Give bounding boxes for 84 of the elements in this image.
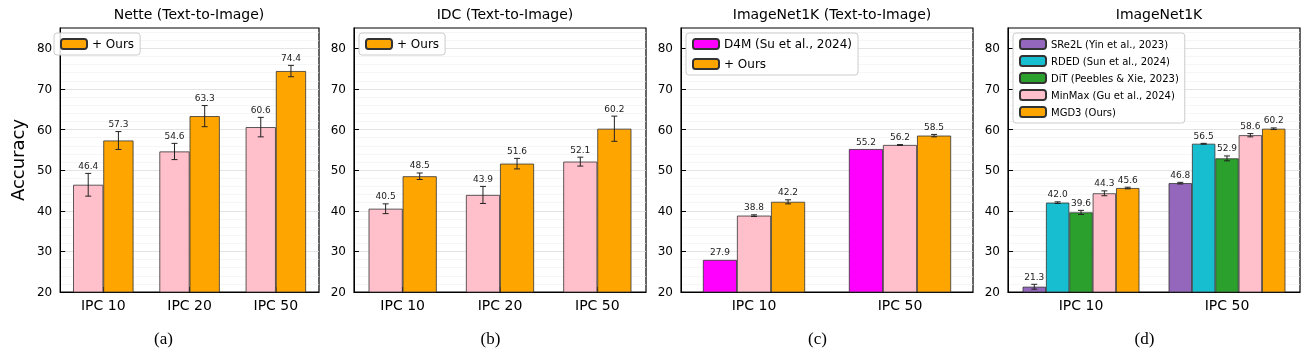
data-label: 44.3 [1094, 178, 1115, 189]
text: (b) [480, 329, 501, 348]
data-label: 43.9 [472, 173, 494, 184]
y-tick-label: 80 [330, 41, 346, 56]
y-tick-label: 80 [36, 41, 53, 56]
data-label: 74.4 [280, 52, 302, 63]
data-label: 21.3 [1024, 271, 1045, 282]
data-label: 56.2 [889, 132, 911, 143]
legend-label: RDED (Sun et al., 2024) [1051, 55, 1171, 67]
legend-label: + Ours [724, 57, 767, 71]
data-label: 27.9 [709, 247, 731, 258]
x-tick-label: IPC 50 [1204, 297, 1250, 313]
y-tick-label: 50 [657, 163, 673, 178]
chart-title: ImageNet1K (Text-to-Image) [732, 6, 932, 22]
chart-title: IDC (Text-to-Image) [436, 6, 574, 22]
y-tick-label: 70 [330, 81, 346, 96]
y-tick-label: 40 [984, 203, 1000, 218]
x-tick-label: IPC 10 [1058, 297, 1104, 313]
y-tick-label: 40 [36, 203, 53, 218]
x-tick-label: IPC 10 [81, 297, 126, 313]
y-tick-label: 60 [36, 122, 53, 137]
x-tick-label: IPC 50 [877, 297, 923, 313]
data-label: 51.6 [507, 145, 528, 156]
y-tick-label: 60 [657, 122, 673, 137]
y-tick-label: 20 [984, 285, 1000, 299]
y-tick-label: 20 [657, 285, 673, 299]
data-label: 40.5 [375, 191, 396, 202]
data-label: 54.6 [164, 130, 185, 141]
data-label: 39.6 [1070, 197, 1092, 208]
y-tick-label: 30 [330, 244, 346, 259]
y-tick-label: 60 [984, 122, 1000, 137]
data-label: 45.6 [1117, 174, 1139, 185]
data-label: 42.2 [778, 187, 799, 198]
data-label: 42.0 [1047, 189, 1068, 200]
y-tick-label: 80 [657, 41, 673, 56]
text: (d) [1134, 329, 1155, 348]
y-tick-label: 80 [984, 41, 1000, 56]
data-label: 55.2 [855, 136, 876, 147]
data-label: 63.3 [194, 93, 215, 104]
text: (a) [154, 329, 173, 348]
legend-label: MGD3 (Ours) [1051, 106, 1117, 118]
y-tick-label: 70 [984, 81, 1000, 96]
data-label: 60.6 [250, 104, 272, 115]
data-label: 52.9 [1216, 143, 1238, 154]
y-tick-label: 20 [36, 285, 53, 299]
y-tick-label: 50 [330, 163, 346, 178]
data-label: 52.1 [570, 144, 591, 155]
chart-title: Nette (Text-to-Image) [113, 6, 265, 22]
legend-label: D4M (Su et al., 2024) [724, 37, 853, 51]
data-label: 57.3 [108, 119, 129, 130]
data-label: 48.5 [409, 160, 430, 171]
data-label: 46.8 [1170, 169, 1191, 180]
y-tick-label: 50 [36, 163, 53, 178]
x-tick-label: IPC 50 [253, 297, 299, 313]
chart-title: ImageNet1K [1115, 6, 1204, 22]
y-tick-label: 40 [657, 203, 673, 218]
y-tick-label: 40 [330, 203, 346, 218]
x-tick-label: IPC 10 [731, 297, 777, 313]
data-label: 58.5 [924, 121, 945, 132]
y-axis-title: Accuracy [6, 118, 28, 202]
y-tick-label: 70 [36, 81, 53, 96]
data-label: 56.5 [1193, 130, 1214, 141]
y-tick-label: 30 [36, 244, 53, 259]
text: (c) [808, 329, 827, 348]
data-label: 60.2 [1263, 115, 1284, 126]
y-tick-label: 70 [657, 81, 673, 96]
data-label: 58.6 [1240, 121, 1261, 132]
data-label: 60.2 [604, 103, 625, 114]
data-label: 38.8 [743, 202, 765, 213]
legend-label: MinMax (Gu et al., 2024) [1051, 89, 1175, 101]
legend-label: DiT (Peebles & Xie, 2023) [1051, 72, 1179, 84]
legend-label: + Ours [92, 37, 135, 51]
legend-label: SRe2L (Yin et al., 2023) [1051, 38, 1169, 50]
data-label: 46.4 [78, 160, 99, 171]
y-tick-label: 20 [330, 285, 346, 299]
y-tick-label: 50 [984, 163, 1000, 178]
y-tick-label: 60 [330, 122, 346, 137]
y-tick-label: 30 [984, 244, 1000, 259]
x-tick-label: IPC 20 [167, 297, 212, 313]
x-tick-label: IPC 10 [380, 297, 425, 313]
legend-label: + Ours [397, 37, 440, 51]
x-tick-label: IPC 20 [477, 297, 523, 313]
x-tick-label: IPC 50 [575, 297, 620, 313]
y-tick-label: 30 [657, 244, 673, 259]
